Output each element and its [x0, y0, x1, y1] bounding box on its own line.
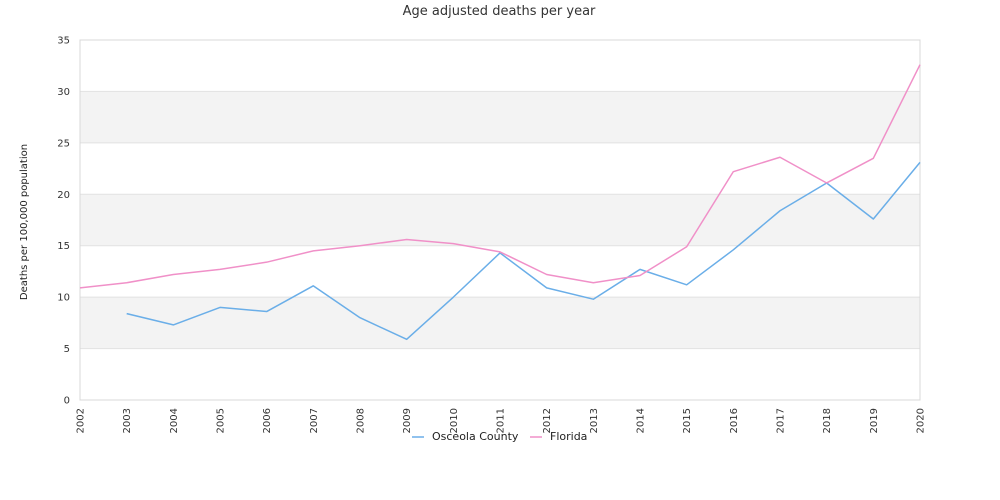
- y-tick-label: 5: [64, 344, 70, 355]
- x-tick-label: 2017: [776, 408, 787, 433]
- y-axis-title: Deaths per 100,000 population: [19, 144, 30, 300]
- x-tick-label: 2005: [216, 408, 227, 433]
- y-tick-label: 10: [57, 293, 70, 304]
- x-tick-label: 2009: [402, 408, 413, 433]
- x-axis-ticks: 2002 2003 2004 2005 2006 2007 2008 2009 2010 2011…: [76, 408, 927, 433]
- x-tick-label: 2007: [309, 408, 320, 433]
- x-tick-label: 2002: [76, 408, 87, 433]
- series-line-osceola-county: [126, 161, 921, 341]
- y-tick-label: 25: [57, 138, 70, 149]
- y-tick-label: 30: [57, 87, 70, 98]
- x-tick-label: 2006: [262, 408, 273, 433]
- y-axis-ticks: 0 5 10 15 20 25 30 35: [57, 36, 70, 407]
- x-tick-label: 2003: [122, 408, 133, 433]
- x-tick-label: 2018: [822, 408, 833, 433]
- legend-label: Florida: [550, 430, 587, 443]
- x-tick-label: 2019: [869, 408, 880, 433]
- x-tick-label: 2015: [682, 408, 693, 433]
- x-tick-label: 2013: [589, 408, 600, 433]
- y-tick-label: 15: [57, 241, 70, 252]
- x-tick-label: 2020: [916, 408, 927, 433]
- plot-band: [80, 297, 920, 349]
- legend-label: Osceola County: [432, 430, 519, 443]
- chart-title: Age adjusted deaths per year: [403, 4, 596, 19]
- x-tick-label: 2010: [449, 408, 460, 433]
- y-tick-label: 20: [57, 190, 70, 201]
- legend-item-osceola-county[interactable]: Osceola County: [412, 430, 519, 443]
- x-tick-label: 2004: [169, 408, 180, 433]
- x-tick-label: 2012: [542, 408, 553, 433]
- plot-bands: [80, 91, 920, 349]
- legend-item-florida[interactable]: Florida: [530, 430, 587, 443]
- series-lines: [79, 64, 921, 341]
- x-tick-label: 2014: [636, 408, 647, 433]
- plot-band: [80, 91, 920, 143]
- plot-border: [79, 39, 921, 401]
- y-tick-label: 35: [57, 36, 70, 47]
- y-tick-label: 0: [64, 396, 70, 407]
- x-tick-label: 2008: [356, 408, 367, 433]
- plot-band: [80, 194, 920, 246]
- series-line-florida: [79, 64, 921, 289]
- x-tick-label: 2011: [496, 408, 507, 433]
- legend[interactable]: Osceola County Florida: [412, 430, 587, 443]
- x-tick-label: 2016: [729, 408, 740, 433]
